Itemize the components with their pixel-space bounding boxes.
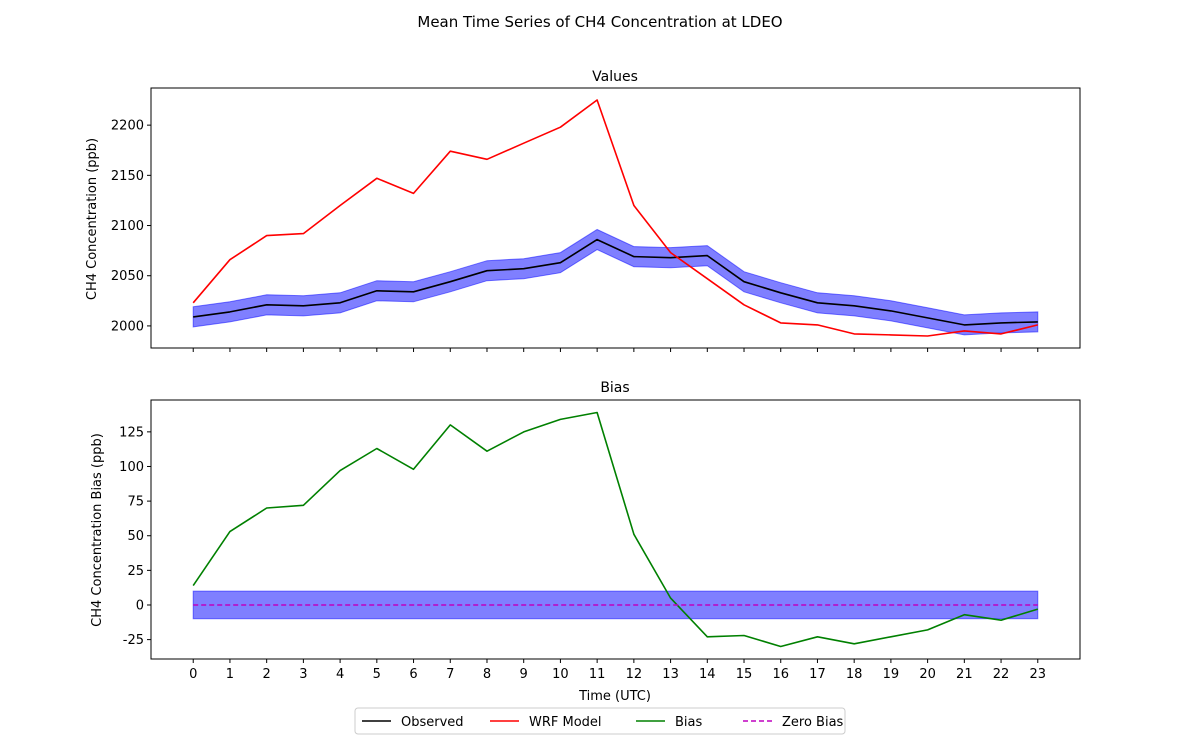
y-tick-label: 125	[119, 425, 144, 440]
x-tick-label: 18	[846, 667, 863, 682]
y-tick-label: 0	[136, 598, 144, 613]
values-y-axis-label: CH4 Concentration (ppb)	[85, 138, 100, 300]
series-line-wrf-model	[192, 99, 1038, 337]
x-tick-label: 2	[263, 667, 271, 682]
x-tick-label: 15	[736, 667, 753, 682]
x-tick-label: 19	[883, 667, 900, 682]
y-tick-label: 100	[119, 460, 144, 475]
x-tick-label: 4	[336, 667, 344, 682]
y-tick-label: 50	[127, 529, 144, 544]
values-panel: Values CH4 Concentration (ppb) 200020502…	[85, 69, 1081, 352]
legend-frame	[354, 707, 846, 735]
bias-panel-title: Bias	[600, 380, 629, 396]
y-tick-label: 25	[127, 564, 144, 579]
x-tick-label: 16	[772, 667, 789, 682]
bias-panel: Bias CH4 Concentration Bias (ppb) -25025…	[90, 380, 1081, 682]
y-tick-label: -25	[123, 633, 144, 648]
x-tick-label: 8	[483, 667, 491, 682]
x-tick-label: 20	[919, 667, 936, 682]
x-tick-label: 12	[626, 667, 643, 682]
axes-frame-1	[150, 399, 1081, 660]
uncertainty-band-0-0	[192, 228, 1039, 336]
legend: Observed WRF Model Bias Zero Bias	[354, 707, 846, 735]
series-line-observed	[193, 238, 1038, 326]
values-plot-area: 2000 2050 2100 2150 2200	[111, 87, 1081, 352]
x-tick-label: 1	[226, 667, 234, 682]
x-tick-label: 21	[956, 667, 973, 682]
x-tick-label: 3	[299, 667, 307, 682]
values-panel-title: Values	[592, 69, 638, 85]
x-tick-label: 22	[993, 667, 1010, 682]
y-tick-label: 2050	[111, 269, 144, 284]
x-tick-label: 9	[520, 667, 528, 682]
x-tick-label: 11	[589, 667, 606, 682]
bias-y-axis-label: CH4 Concentration Bias (ppb)	[90, 433, 105, 627]
legend-label-bias: Bias	[675, 715, 702, 730]
y-tick-label: 2150	[111, 169, 144, 184]
x-tick-label: 14	[699, 667, 716, 682]
y-tick-label: 2000	[111, 319, 144, 334]
x-axis-label: Time (UTC)	[578, 689, 651, 704]
x-tick-label: 10	[552, 667, 569, 682]
uncertainty-band-1-1	[192, 590, 1039, 620]
legend-label-zero-bias: Zero Bias	[782, 715, 844, 730]
y-tick-label: 2100	[111, 219, 144, 234]
legend-label-observed: Observed	[401, 715, 464, 730]
y-tick-label: 75	[127, 495, 144, 510]
legend-label-wrf-model: WRF Model	[529, 715, 602, 730]
x-tick-label: 7	[446, 667, 454, 682]
x-tick-label: 17	[809, 667, 826, 682]
x-tick-label: 5	[373, 667, 381, 682]
figure-title: Mean Time Series of CH4 Concentration at…	[417, 13, 782, 31]
axes-frame-0	[150, 87, 1081, 349]
x-tick-label: 13	[662, 667, 679, 682]
series-line-bias	[192, 411, 1039, 648]
x-tick-label: 23	[1029, 667, 1046, 682]
x-tick-label: 6	[409, 667, 417, 682]
x-tick-label: 0	[189, 667, 197, 682]
y-tick-label: 2200	[111, 119, 144, 134]
